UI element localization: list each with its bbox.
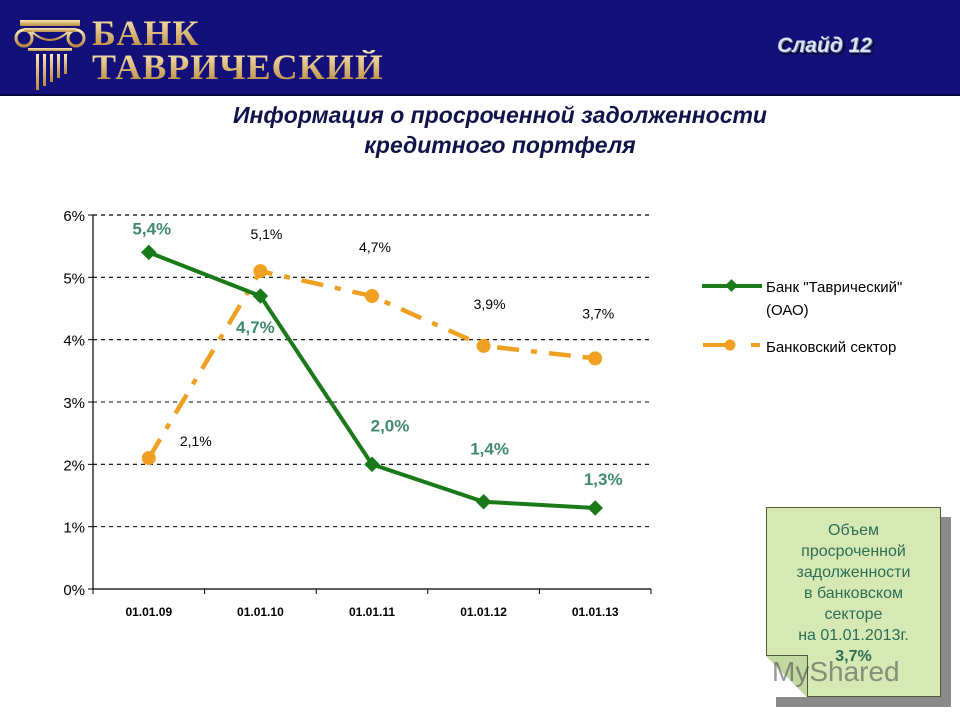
legend-bank-label: Банк "Таврический" xyxy=(766,279,902,296)
sector-marker xyxy=(253,264,268,279)
y-tick-label: 2% xyxy=(63,457,85,474)
bank-data-label: 1,3% xyxy=(584,470,623,489)
x-tick-label: 01.01.10 xyxy=(237,605,284,619)
bank-marker xyxy=(587,500,603,516)
bank-marker xyxy=(141,244,157,261)
y-tick-label: 3% xyxy=(63,395,85,412)
title-line2: кредитного портфеля xyxy=(364,132,636,158)
x-tick-label: 01.01.09 xyxy=(125,605,172,619)
note-line: на 01.01.2013г. xyxy=(798,627,909,644)
y-tick-label: 5% xyxy=(63,270,85,287)
y-tick-label: 0% xyxy=(63,582,85,599)
note-line: Объем xyxy=(828,522,879,539)
chart-legend: Банк "Таврический" (ОАО) Банковский сектор xyxy=(702,279,902,356)
sector-marker xyxy=(365,289,379,304)
sector-volume-note: Объем просроченной задолженности в банковск… xyxy=(766,507,941,697)
y-tick-label: 4% xyxy=(63,333,85,350)
title-line1: Информация о просроченной задолженности xyxy=(233,102,767,128)
bank-data-label: 1,4% xyxy=(470,440,509,459)
chart-series: 2,1% 5,1% 4,7% 3,9% 3,7% 5,4% 4,7% 2,0% 1,4% 1,3% xyxy=(132,219,623,516)
note-text: Объем просроченной задолженности в банковск… xyxy=(767,520,940,646)
sector-marker xyxy=(476,338,491,353)
note-line: секторе xyxy=(824,606,883,623)
chart-axes: 0% 1% 2% 3% 4% 5% 6% 01.01.09 01.01.10 01.01.11 01… xyxy=(63,208,652,619)
page-title: Информация о просроченной задолженности … xyxy=(140,100,860,160)
y-tick-label: 6% xyxy=(63,208,85,225)
x-tick-label: 01.01.12 xyxy=(460,605,507,619)
legend-bank-label-2: (ОАО) xyxy=(766,302,809,319)
column-icon xyxy=(14,20,86,90)
watermark: MyShared xyxy=(772,656,900,687)
chart-gridlines xyxy=(93,214,651,528)
sector-data-label: 4,7% xyxy=(359,239,391,255)
logo-line2: ТАВРИЧЕСКИЙ xyxy=(92,47,384,87)
note-line: просроченной xyxy=(801,543,906,560)
sector-data-label: 5,1% xyxy=(250,226,282,242)
sector-data-label: 3,9% xyxy=(474,296,506,312)
note-value: 3,7% xyxy=(835,648,872,665)
sector-data-label: 2,1% xyxy=(180,433,212,449)
note-line: в банковском xyxy=(804,585,903,602)
bank-data-label: 4,7% xyxy=(236,318,275,337)
sector-data-label: 3,7% xyxy=(582,305,614,321)
bank-logo: БАНК ТАВРИЧЕСКИЙ xyxy=(92,15,384,87)
header-banner: БАНК ТАВРИЧЕСКИЙ Слайд 12 xyxy=(0,0,960,96)
x-tick-label: 01.01.11 xyxy=(349,605,395,619)
x-tick-label: 01.01.13 xyxy=(572,605,619,619)
folded-corner xyxy=(766,655,808,697)
bank-data-label: 5,4% xyxy=(132,219,171,238)
y-tick-label: 1% xyxy=(63,520,85,537)
sector-marker xyxy=(141,451,156,466)
bank-marker xyxy=(475,493,492,510)
legend-sector-label: Банковский сектор xyxy=(766,339,896,356)
note-line: задолженности xyxy=(796,564,911,581)
bank-data-label: 2,0% xyxy=(371,416,410,435)
logo-line1: БАНК xyxy=(92,15,384,51)
slide-number: Слайд 12 xyxy=(777,34,872,57)
sector-marker xyxy=(588,351,603,366)
